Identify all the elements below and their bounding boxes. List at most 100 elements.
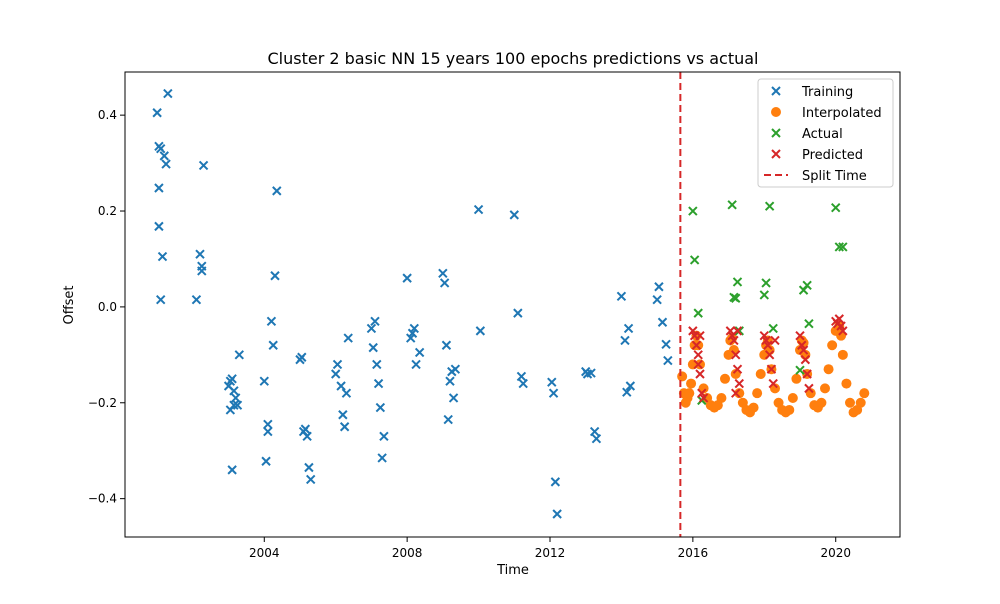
actual-point [831,202,841,213]
training-point [589,426,600,437]
actual-point [759,290,769,300]
predicted-point [795,330,805,341]
training-point [366,323,377,334]
x-axis-label: Time [496,563,529,578]
predicted-point [798,345,809,355]
training-point [272,186,282,196]
legend-box [757,78,894,188]
legend-label: Interpolated [802,106,882,121]
training-point [191,294,202,305]
interpolated-point [791,373,802,384]
training-point [552,509,562,519]
predicted-point [764,350,775,360]
training-point [438,268,448,279]
interpolated-point [698,383,709,394]
y-tick-label: 0.2 [98,204,117,218]
interpolated-point [855,397,866,408]
training-point [154,221,164,232]
predicted-point [804,383,814,394]
predicted-point [838,326,848,336]
interpolated-point [841,378,852,389]
interpolated-point [837,349,848,360]
predicted-point [691,340,702,350]
x-tick-label: 2004 [249,546,280,560]
y-tick-label: −0.2 [88,396,117,410]
predicted-point [693,350,703,360]
interpolated-point [677,371,688,382]
interpolated-point [845,397,855,408]
legend: Training Interpolated Actual Predicted Split… [757,78,894,188]
predicted-point [800,354,811,365]
training-point [622,387,632,397]
legend-marker [771,86,781,96]
legend-label: Predicted [802,148,863,163]
training-point [227,374,237,384]
interpolated-point [859,388,870,399]
predicted-point [695,330,705,341]
training-point [197,266,207,276]
training-point [411,359,421,370]
training-point [368,342,378,353]
training-point [439,278,450,288]
actual-point [688,206,698,216]
training-point [198,160,209,171]
training-point [441,340,452,350]
training-point [227,465,237,475]
legend-marker [771,107,781,117]
interpolated-point [823,364,834,375]
y-tick-label: 0.0 [98,300,117,314]
training-point [373,378,384,389]
training-point [450,364,461,374]
training-point [414,347,425,358]
training-point [445,376,455,386]
interpolated-point [695,359,705,370]
training-point [154,183,164,193]
predicted-point [731,350,741,360]
predicted-point [695,369,705,379]
training-point [270,271,280,281]
predicted-point [731,388,741,398]
training-point [375,402,386,413]
training-point [157,251,168,262]
interpolated-point [820,383,830,394]
training-point [663,355,673,366]
training-point [263,419,273,430]
training-point [443,414,453,425]
training-point [268,340,278,350]
training-point [547,377,557,387]
training-point [661,339,671,349]
actual-point [689,255,700,265]
training-point [343,333,353,343]
training-point [518,378,528,389]
actual-point [795,365,805,375]
interpolated-point [784,404,795,415]
training-point [261,456,271,466]
training-point [300,424,311,434]
interpolated-point [787,392,798,403]
interpolated-point [734,388,745,399]
interpolated-point [827,340,838,351]
actual-point [734,326,744,336]
chart-title: Cluster 2 basic NN 15 years 100 epochs p… [268,49,759,68]
actual-point [732,277,743,287]
interpolated-point [748,402,759,413]
training-point [657,317,668,327]
legend-label: Training [801,85,853,100]
x-tick-label: 2008 [392,546,423,560]
training-point [513,308,523,318]
predicted-point [766,364,777,374]
actual-series [688,200,848,406]
training-point [304,462,314,473]
y-axis-label: Offset [62,285,77,324]
training-point [341,388,352,398]
training-point [336,381,346,391]
training-point [509,210,519,220]
training-point [152,108,162,118]
legend-label: Actual [802,127,843,142]
predicted-point [732,364,743,374]
training-point [591,434,602,444]
y-tick-label: −0.4 [88,492,117,506]
training-point [586,368,596,378]
training-point [231,393,241,403]
